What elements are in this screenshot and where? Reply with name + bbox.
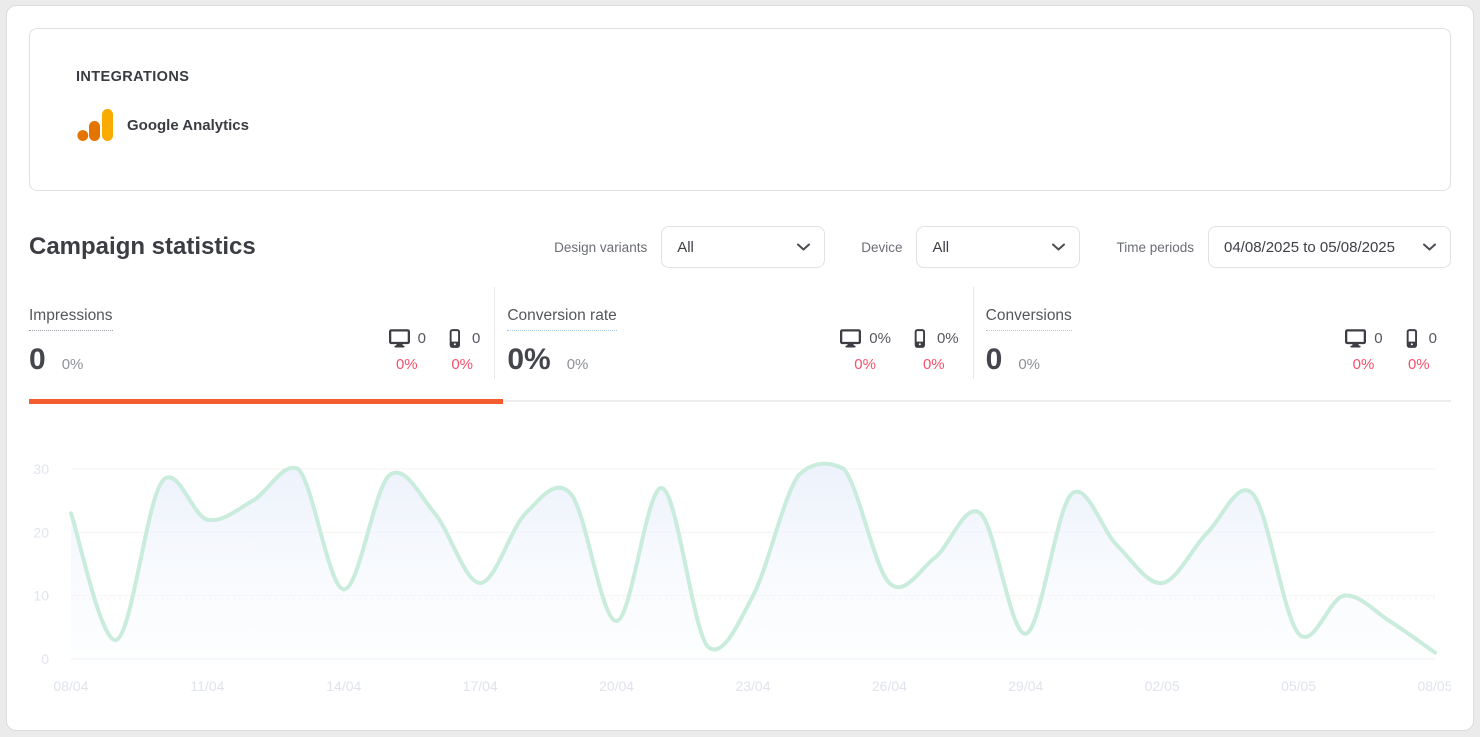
chevron-down-icon (1052, 243, 1066, 251)
conversion-rate-value: 0% (507, 343, 551, 376)
x-axis-label: 11/04 (190, 678, 224, 694)
impressions-chart: 0 10 20 30 08/04 11/04 14/04 17/04 20/04 23/04 26/… (29, 445, 1451, 703)
device-filter: Device All (861, 226, 1081, 268)
conversion-rate-desktop-stat: 0% 0% (839, 328, 891, 373)
chevron-down-icon (1423, 243, 1436, 251)
tab-indicator (29, 399, 1451, 405)
google-analytics-icon (77, 109, 113, 141)
conversions-desktop-stat: 0 0% (1344, 328, 1383, 373)
x-axis-label: 02/05 (1145, 678, 1180, 694)
impressions-tab[interactable]: Impressions (29, 307, 113, 331)
kpi-row: Impressions 0 0% 0 0% (29, 287, 1451, 379)
impressions-desktop-stat: 0 0% (388, 328, 426, 373)
design-variants-filter: Design variants All (554, 226, 826, 268)
conversion-rate-tab[interactable]: Conversion rate (507, 307, 617, 331)
device-label: Device (861, 239, 903, 255)
conversions-mobile-pct: 0% (1407, 356, 1430, 373)
x-axis-label: 20/04 (599, 678, 634, 694)
y-axis-label: 10 (33, 588, 49, 604)
time-periods-select[interactable]: 04/08/2025 to 05/08/2025 (1208, 226, 1451, 268)
impressions-desktop-value: 0 (417, 330, 426, 347)
desktop-icon (388, 329, 410, 348)
integrations-heading: INTEGRATIONS (76, 69, 190, 85)
desktop-icon (1345, 329, 1367, 348)
conversions-desktop-pct: 0% (1352, 356, 1375, 373)
conversions-mobile-stat: 0 0% (1401, 328, 1437, 373)
impressions-area-chart: 0 10 20 30 08/04 11/04 14/04 17/04 20/04 23/04 26/… (33, 461, 1451, 694)
integrations-card: INTEGRATIONS Google Analytics (29, 28, 1451, 191)
y-axis-label: 30 (33, 461, 49, 477)
y-axis-label: 20 (33, 524, 49, 540)
stat-conversions: Conversions 0 0% 0 0% (972, 287, 1451, 379)
page-title: Campaign statistics (29, 233, 256, 260)
chevron-down-icon (797, 243, 811, 251)
conversion-rate-mobile-value: 0% (936, 330, 959, 347)
time-periods-value: 04/08/2025 to 05/08/2025 (1224, 238, 1395, 256)
x-axis-label: 17/04 (463, 678, 498, 694)
conversions-mobile-value: 0 (1428, 330, 1437, 347)
design-variants-select[interactable]: All (661, 226, 826, 268)
impressions-value: 0 (29, 343, 46, 376)
conversion-rate-desktop-pct: 0% (854, 356, 876, 373)
campaign-statistics-header: Campaign statistics Design variants All … (29, 225, 1451, 269)
mobile-icon (1406, 329, 1417, 348)
y-axis-label: 0 (41, 651, 49, 667)
x-axis-label: 05/05 (1281, 678, 1316, 694)
conversions-desktop-value: 0 (1374, 330, 1383, 347)
conversions-tab[interactable]: Conversions (985, 307, 1072, 331)
x-axis-label: 08/04 (53, 678, 88, 694)
dashboard-page: INTEGRATIONS Google Analytics Campaign s… (6, 5, 1474, 731)
impressions-mobile-pct: 0% (451, 356, 473, 373)
conversion-rate-mobile-stat: 0% 0% (909, 328, 959, 373)
desktop-icon (840, 329, 862, 348)
tab-indicator-track (29, 400, 1451, 402)
conversions-value: 0 (985, 343, 1003, 376)
integration-google-analytics[interactable]: Google Analytics (76, 107, 1404, 143)
time-periods-label: Time periods (1116, 239, 1194, 255)
x-axis-label: 14/04 (326, 678, 361, 694)
design-variants-value: All (677, 238, 694, 256)
impressions-mobile-value: 0 (471, 330, 481, 347)
x-axis-label: 26/04 (872, 678, 907, 694)
stat-conversion-rate: Conversion rate 0% 0% 0% (494, 287, 972, 379)
integration-label: Google Analytics (127, 116, 249, 134)
mobile-icon (914, 329, 925, 348)
impressions-delta: 0% (61, 356, 84, 373)
conversion-rate-mobile-pct: 0% (922, 356, 945, 373)
time-periods-filter: Time periods 04/08/2025 to 05/08/2025 (1116, 226, 1451, 268)
tab-indicator-active (29, 399, 503, 404)
conversion-rate-desktop-value: 0% (869, 330, 891, 347)
x-axis-label: 29/04 (1008, 678, 1043, 694)
stat-impressions: Impressions 0 0% 0 0% (29, 287, 494, 379)
impressions-desktop-pct: 0% (395, 356, 418, 373)
impressions-mobile-stat: 0 0% (444, 328, 480, 373)
x-axis-label: 23/04 (735, 678, 770, 694)
conversion-rate-delta: 0% (566, 356, 589, 373)
device-select[interactable]: All (916, 226, 1081, 268)
mobile-icon (449, 329, 460, 348)
conversions-delta: 0% (1018, 356, 1041, 373)
x-axis-label: 08/05 (1417, 678, 1451, 694)
design-variants-label: Design variants (554, 239, 648, 255)
device-value: All (932, 238, 950, 256)
